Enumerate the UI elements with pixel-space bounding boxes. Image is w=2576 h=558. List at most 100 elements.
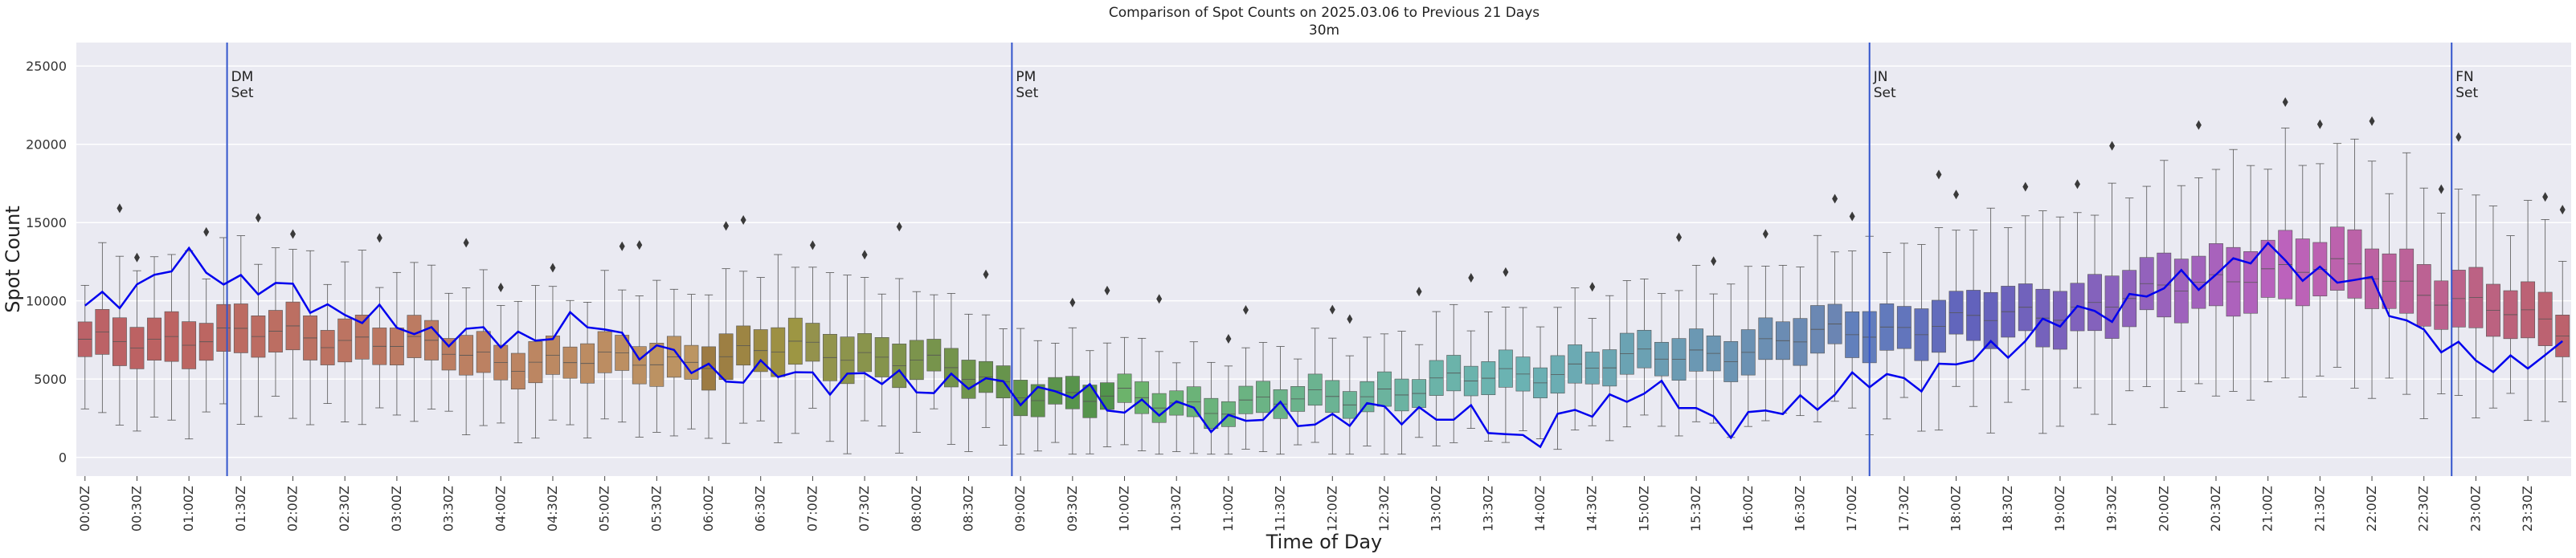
- box-plot: [2122, 198, 2137, 392]
- box-plot: [1256, 342, 1270, 452]
- box-plot: [1827, 193, 1842, 402]
- box-plot: [2191, 120, 2206, 385]
- box-plot: [580, 302, 595, 438]
- box-plot: [771, 254, 786, 443]
- box-plot: [1689, 265, 1704, 422]
- box-plot: [805, 240, 820, 409]
- chart-subtitle: 30m: [1309, 22, 1339, 39]
- outlier-marker: [2022, 181, 2029, 192]
- x-tick-label: 07:30Z: [857, 486, 872, 532]
- outlier-marker: [1468, 272, 1474, 283]
- box-plot: [874, 293, 889, 427]
- x-tick-label: 20:30Z: [2208, 486, 2223, 532]
- box-plot: [1706, 256, 1721, 424]
- x-tick-label: 17:00Z: [1844, 486, 1859, 532]
- x-axis-label: Time of Day: [1266, 531, 1383, 553]
- x-tick-label: 21:30Z: [2312, 486, 2327, 532]
- outlier-marker: [550, 263, 556, 273]
- x-tick-label: 12:30Z: [1376, 486, 1392, 532]
- box-plot: [337, 261, 353, 422]
- x-tick-label: 07:00Z: [804, 486, 820, 532]
- box-plot: [1914, 244, 1929, 432]
- x-tick-label: 15:00Z: [1636, 486, 1651, 532]
- x-tick-label: 03:00Z: [389, 486, 404, 532]
- box-plot: [1135, 337, 1150, 451]
- outlier-marker: [2438, 184, 2444, 194]
- box-plot: [493, 283, 509, 424]
- box-plot: [1429, 311, 1444, 446]
- x-tick-label: 12:00Z: [1324, 486, 1339, 532]
- box-plot: [389, 271, 404, 416]
- box-plot: [892, 222, 907, 454]
- box-plot: [615, 241, 630, 423]
- chart-title: Comparison of Spot Counts on 2025.03.06 …: [1109, 5, 1539, 21]
- box-plot: [528, 285, 543, 439]
- box-plot: [1533, 326, 1548, 439]
- x-tick-label: 18:30Z: [2000, 486, 2015, 532]
- outlier-marker: [2074, 179, 2080, 189]
- x-tick-label: 00:30Z: [129, 486, 144, 532]
- current-day-line-group: [84, 241, 2563, 449]
- box-plot: [1948, 189, 1964, 387]
- box-plot: [354, 250, 370, 426]
- box-plot: [2329, 143, 2345, 368]
- box-plot: [2468, 194, 2484, 418]
- x-tick-label: 08:00Z: [909, 486, 924, 532]
- box-plot: [1100, 285, 1114, 447]
- box-plot: [1117, 336, 1132, 446]
- outlier-marker: [1347, 314, 1353, 324]
- box-plot: [164, 254, 179, 421]
- box-plot: [2451, 132, 2466, 396]
- box-plot: [2399, 152, 2414, 395]
- box-plot: [840, 275, 855, 454]
- box-plot: [1793, 267, 1808, 417]
- x-tick-label: 13:00Z: [1429, 486, 1444, 532]
- box-plot: [909, 291, 924, 433]
- box-plot: [2555, 205, 2570, 402]
- box-plot: [1342, 314, 1357, 455]
- y-tick-label: 0: [59, 450, 67, 466]
- x-tick-label: 06:30Z: [753, 486, 768, 532]
- box-plot: [182, 250, 197, 440]
- box-plot: [459, 238, 474, 435]
- x-tick-label: 13:30Z: [1480, 486, 1495, 532]
- box-plot: [95, 242, 110, 413]
- box-plot: [251, 213, 266, 417]
- x-tick-label: 19:00Z: [2052, 486, 2067, 532]
- x-tick-label: 22:30Z: [2416, 486, 2431, 532]
- x-axis-ticks: 00:00Z 00:30Z 01:00Z 01:30Z 02:00Z 02:30Z 03:0…: [77, 476, 2535, 532]
- box-plot: [1845, 211, 1860, 409]
- box-plot: [1654, 293, 1669, 427]
- y-tick-label: 10000: [26, 294, 67, 309]
- box-plot: [1446, 303, 1462, 443]
- box-plot: [233, 235, 248, 425]
- box-plot: [597, 270, 612, 420]
- x-tick-label: 01:00Z: [181, 486, 196, 532]
- x-tick-label: 14:00Z: [1532, 486, 1548, 532]
- x-tick-label: 00:00Z: [77, 486, 92, 532]
- x-tick-label: 14:30Z: [1584, 486, 1600, 532]
- box-plot: [2365, 116, 2379, 399]
- y-axis-ticks: 0 5000 10000 15000 20000 25000: [26, 59, 67, 465]
- y-tick-label: 20000: [26, 137, 67, 153]
- x-tick-label: 10:00Z: [1117, 486, 1132, 532]
- box-plot: [147, 256, 162, 417]
- outlier-marker: [740, 214, 746, 225]
- box-plot: [1983, 207, 1998, 434]
- x-tick-label: 10:30Z: [1168, 486, 1184, 532]
- box-plot: [1273, 346, 1288, 455]
- box-plot: [77, 284, 92, 409]
- box-plot: [2104, 141, 2120, 426]
- box-plot: [2382, 193, 2397, 379]
- x-tick-label: 16:30Z: [1792, 486, 1807, 532]
- box-plot: [1568, 287, 1583, 431]
- box-plot: [1619, 280, 1634, 428]
- outlier-marker: [619, 241, 625, 251]
- box-plot: [718, 221, 734, 444]
- box-plot: [787, 267, 803, 434]
- annotation-label: Set: [231, 85, 254, 101]
- box-plot: [268, 247, 283, 397]
- x-tick-label: 04:30Z: [545, 486, 560, 532]
- box-plot: [1169, 362, 1184, 452]
